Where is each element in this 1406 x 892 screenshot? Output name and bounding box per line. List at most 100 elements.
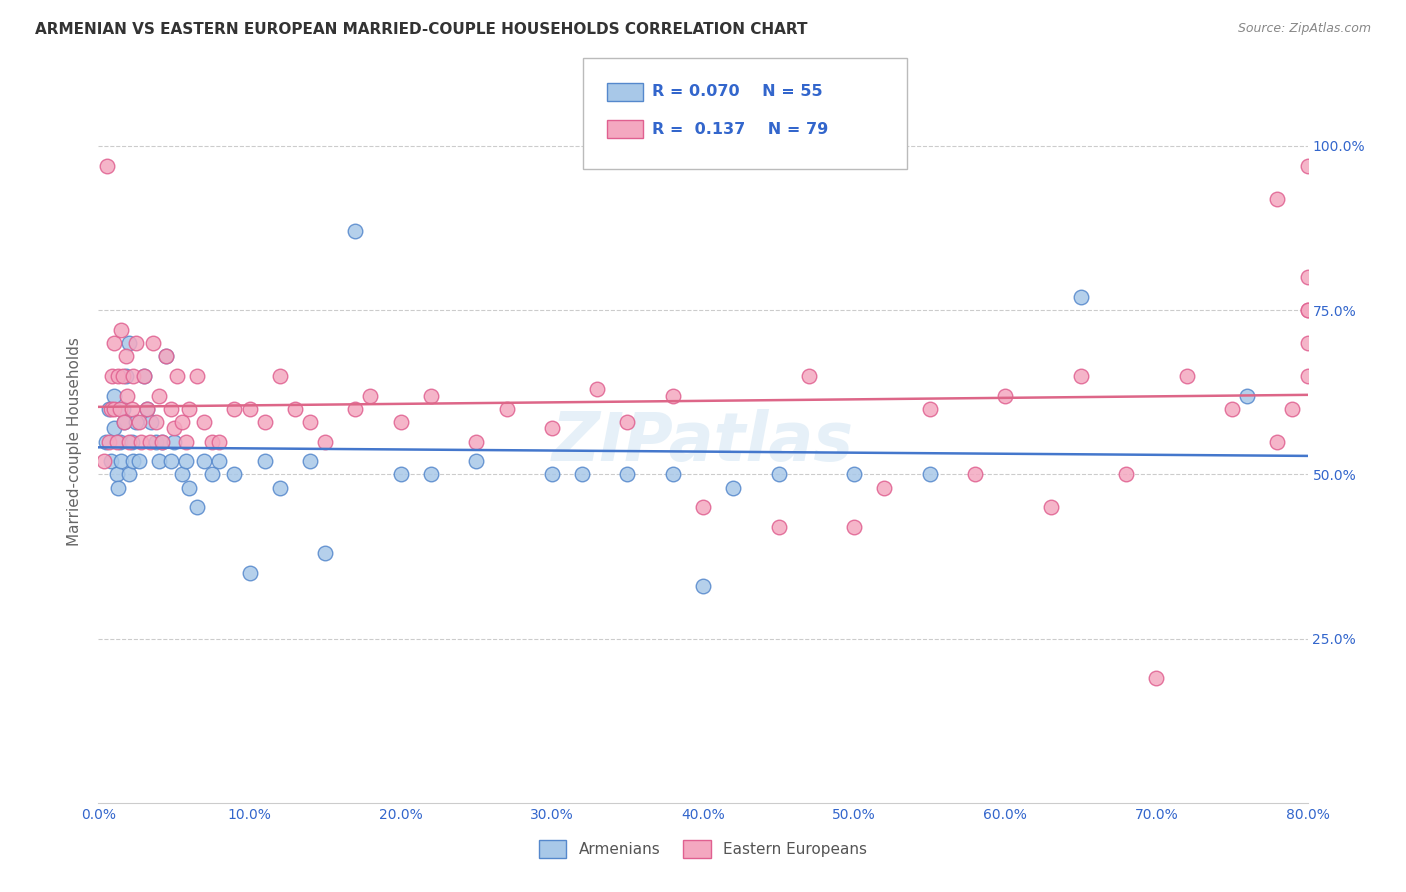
Point — [465, 434, 488, 449]
Point — [661, 467, 683, 482]
Point — [269, 368, 291, 383]
Point — [797, 368, 820, 383]
Point — [389, 467, 412, 482]
Point — [314, 546, 336, 560]
Point — [1115, 467, 1137, 482]
Point — [141, 415, 163, 429]
Point — [166, 368, 188, 383]
Point — [174, 434, 197, 449]
Point — [105, 434, 128, 449]
Point — [103, 421, 125, 435]
Point — [107, 481, 129, 495]
Point — [540, 421, 562, 435]
Point — [114, 368, 136, 383]
Point — [105, 467, 128, 482]
Point — [586, 382, 609, 396]
Point — [110, 454, 132, 468]
Point — [224, 401, 246, 416]
Point — [1296, 336, 1319, 351]
Point — [132, 368, 155, 383]
Point — [148, 388, 170, 402]
Point — [1236, 388, 1258, 402]
Point — [125, 415, 148, 429]
Point — [1220, 401, 1243, 416]
Point — [616, 467, 638, 482]
Point — [135, 401, 157, 416]
Point — [1296, 303, 1319, 318]
Point — [94, 434, 117, 449]
Point — [344, 401, 367, 416]
Point — [844, 467, 866, 482]
Point — [1267, 192, 1289, 206]
Point — [616, 415, 638, 429]
Point — [540, 467, 562, 482]
Point — [139, 434, 162, 449]
Point — [93, 454, 115, 468]
Point — [1267, 434, 1289, 449]
Point — [142, 336, 165, 351]
Point — [160, 454, 183, 468]
Point — [420, 388, 443, 402]
Point — [1296, 303, 1319, 318]
Point — [163, 434, 186, 449]
Point — [128, 415, 150, 429]
Point — [115, 388, 138, 402]
Point — [284, 401, 307, 416]
Point — [128, 454, 150, 468]
Point — [692, 579, 714, 593]
Point — [918, 401, 941, 416]
Point — [121, 401, 143, 416]
Point — [100, 401, 122, 416]
Point — [155, 349, 177, 363]
Point — [844, 520, 866, 534]
Point — [179, 401, 201, 416]
Point — [135, 401, 157, 416]
Point — [111, 401, 134, 416]
Point — [163, 421, 186, 435]
Point — [103, 336, 125, 351]
Point — [193, 454, 215, 468]
Point — [1144, 671, 1167, 685]
Point — [122, 454, 145, 468]
Point — [1039, 500, 1062, 515]
Point — [145, 415, 167, 429]
Point — [344, 224, 367, 238]
Point — [132, 368, 155, 383]
Point — [186, 368, 208, 383]
Point — [98, 434, 121, 449]
Text: ZIPatlas: ZIPatlas — [553, 409, 853, 475]
Point — [389, 415, 412, 429]
Point — [965, 467, 987, 482]
Point — [108, 434, 131, 449]
Point — [208, 434, 231, 449]
Point — [253, 454, 276, 468]
Point — [994, 388, 1017, 402]
Point — [1175, 368, 1198, 383]
Point — [174, 454, 197, 468]
Point — [1281, 401, 1303, 416]
Y-axis label: Married-couple Households: Married-couple Households — [67, 337, 83, 546]
Point — [186, 500, 208, 515]
Point — [108, 401, 131, 416]
Point — [112, 415, 135, 429]
Point — [1070, 368, 1092, 383]
Point — [692, 500, 714, 515]
Point — [314, 434, 336, 449]
Point — [768, 520, 790, 534]
Point — [768, 467, 790, 482]
Text: R =  0.137    N = 79: R = 0.137 N = 79 — [652, 122, 828, 136]
Point — [111, 368, 134, 383]
Text: ARMENIAN VS EASTERN EUROPEAN MARRIED-COUPLE HOUSEHOLDS CORRELATION CHART: ARMENIAN VS EASTERN EUROPEAN MARRIED-COU… — [35, 22, 807, 37]
Point — [269, 481, 291, 495]
Point — [873, 481, 896, 495]
Point — [1296, 368, 1319, 383]
Point — [145, 434, 167, 449]
Point — [420, 467, 443, 482]
Point — [224, 467, 246, 482]
Point — [150, 434, 173, 449]
Point — [150, 434, 173, 449]
Point — [122, 368, 145, 383]
Point — [723, 481, 745, 495]
Point — [160, 401, 183, 416]
Point — [103, 401, 125, 416]
